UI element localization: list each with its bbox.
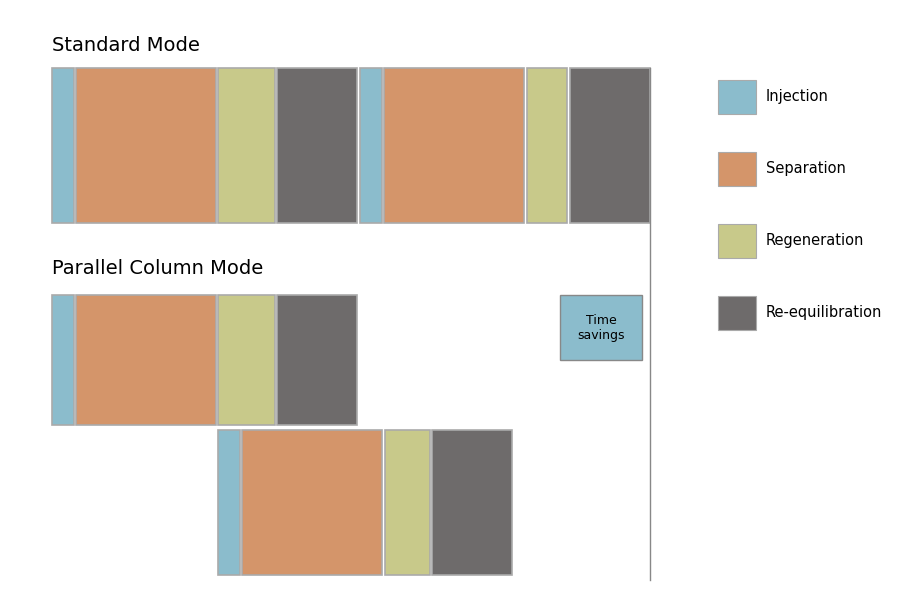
Text: Injection: Injection <box>766 90 829 105</box>
Bar <box>218 68 275 223</box>
Bar <box>242 430 382 575</box>
Bar <box>360 68 382 223</box>
Text: Re-equilibration: Re-equilibration <box>766 305 883 320</box>
Bar <box>385 430 430 575</box>
Text: Regeneration: Regeneration <box>766 234 864 248</box>
Text: Standard Mode: Standard Mode <box>52 36 200 55</box>
Bar <box>52 295 74 425</box>
Bar <box>52 68 74 223</box>
Text: Parallel Column Mode: Parallel Column Mode <box>52 259 263 278</box>
Bar <box>384 68 524 223</box>
Bar <box>432 430 512 575</box>
Bar <box>718 80 756 114</box>
Text: Time
savings: Time savings <box>577 314 625 341</box>
Bar <box>527 68 567 223</box>
Bar <box>218 430 240 575</box>
Bar <box>718 296 756 330</box>
Bar <box>560 295 642 360</box>
Bar <box>570 68 650 223</box>
Bar <box>277 295 357 425</box>
Text: Separation: Separation <box>766 162 846 177</box>
Bar <box>718 152 756 186</box>
Bar <box>277 68 357 223</box>
Bar <box>76 295 216 425</box>
Bar <box>718 224 756 258</box>
Bar <box>218 295 275 425</box>
Bar <box>76 68 216 223</box>
